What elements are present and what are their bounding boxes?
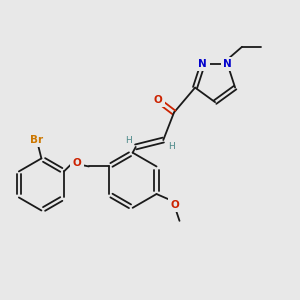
Text: H: H [168, 142, 175, 152]
FancyBboxPatch shape [196, 57, 210, 71]
FancyBboxPatch shape [168, 198, 182, 211]
Text: Br: Br [30, 135, 44, 145]
FancyBboxPatch shape [220, 57, 234, 71]
FancyBboxPatch shape [151, 93, 165, 107]
Text: N: N [223, 59, 232, 69]
Text: O: O [154, 95, 162, 105]
Text: N: N [198, 59, 207, 69]
Text: O: O [170, 200, 179, 210]
FancyBboxPatch shape [28, 133, 45, 147]
FancyBboxPatch shape [70, 157, 83, 170]
Text: H: H [125, 136, 131, 145]
Text: O: O [72, 158, 81, 168]
